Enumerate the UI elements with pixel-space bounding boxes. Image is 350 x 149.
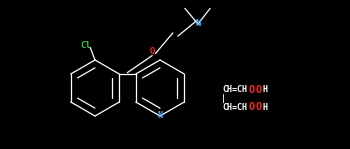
Text: CH=CH: CH=CH bbox=[222, 103, 247, 111]
Text: O: O bbox=[249, 102, 255, 112]
Text: H: H bbox=[262, 103, 267, 111]
Text: O: O bbox=[149, 48, 155, 56]
Text: N: N bbox=[195, 20, 201, 28]
Text: N: N bbox=[158, 111, 162, 121]
Text: |: | bbox=[220, 94, 226, 103]
Text: O: O bbox=[256, 85, 262, 95]
Text: CH=CH: CH=CH bbox=[222, 86, 247, 94]
Text: H: H bbox=[262, 86, 267, 94]
Text: Cl: Cl bbox=[80, 42, 91, 51]
Text: O: O bbox=[256, 102, 262, 112]
Text: O: O bbox=[249, 85, 255, 95]
